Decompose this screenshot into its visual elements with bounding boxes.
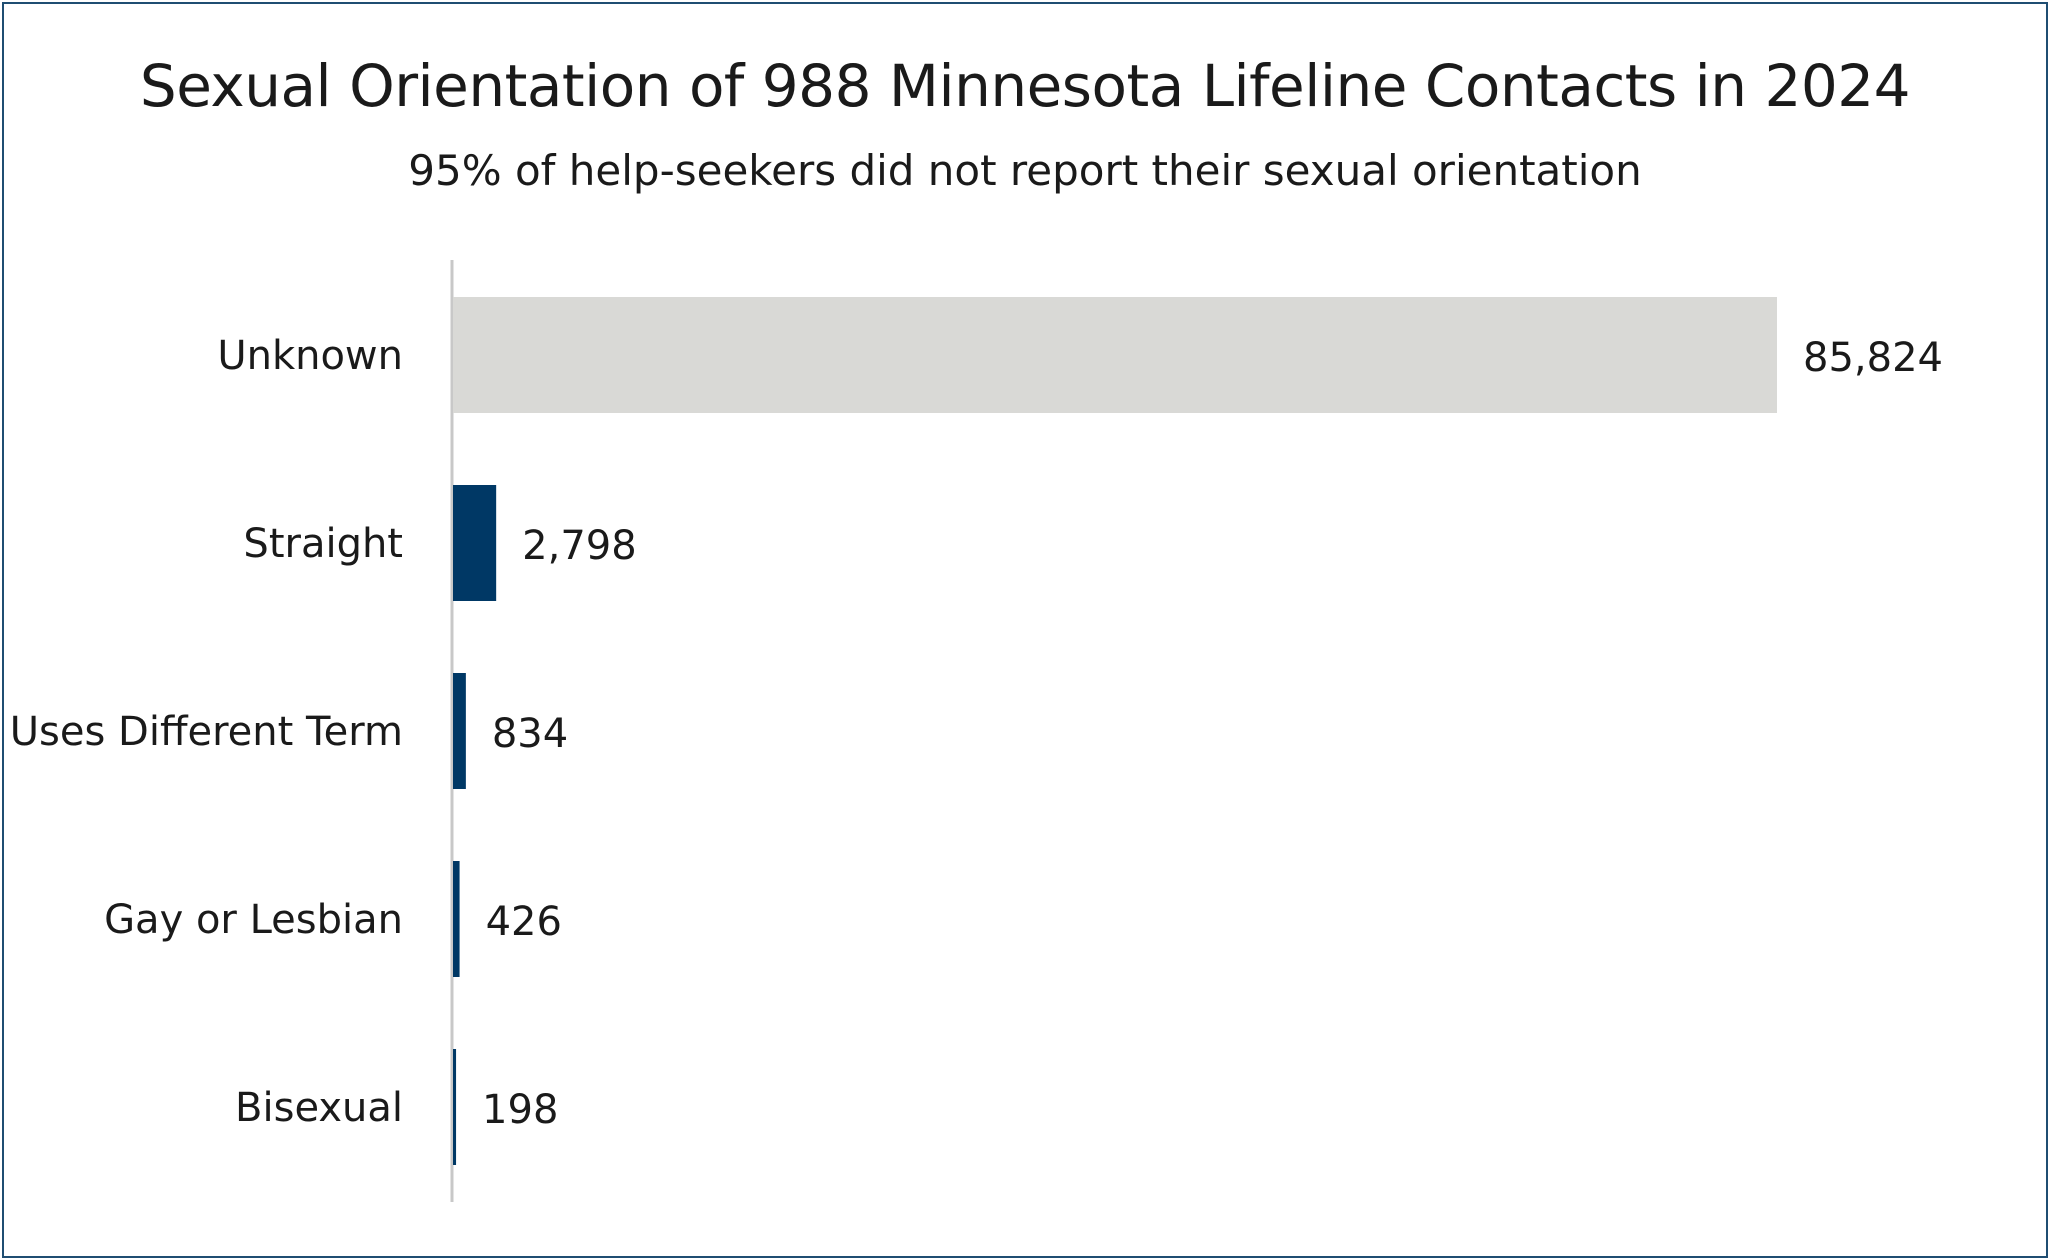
value-label-gay-or-lesbian: 426 [486,899,562,945]
category-label-unknown: Unknown [217,333,403,379]
bar-unknown [453,297,1777,413]
value-label-uses-different-term: 834 [492,711,568,757]
bar-bisexual [453,1049,457,1165]
category-label-bisexual: Bisexual [235,1085,403,1131]
category-label-straight: Straight [243,521,403,567]
value-label-bisexual: 198 [482,1087,558,1133]
category-label-gay-or-lesbian: Gay or Lesbian [104,897,403,943]
chart-subtitle: 95% of help-seekers did not report their… [408,146,1642,195]
bar-straight [453,485,497,601]
bar-gay-or-lesbian [453,861,460,977]
value-label-unknown: 85,824 [1803,335,1943,381]
chart-title: Sexual Orientation of 988 Minnesota Life… [139,52,1911,120]
category-label-uses-different-term: Uses Different Term [10,709,403,755]
bars-group: Unknown 85,824 Straight 2,798 Uses Different… [10,297,1943,1165]
bar-uses-different-term [453,673,466,789]
value-label-straight: 2,798 [522,523,637,569]
